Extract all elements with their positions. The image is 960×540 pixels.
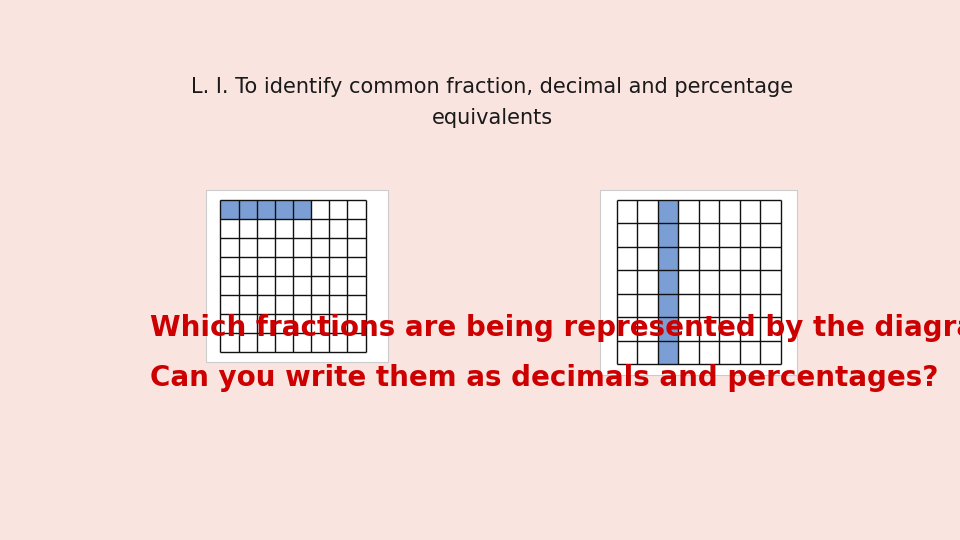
- FancyBboxPatch shape: [205, 190, 388, 362]
- Bar: [658, 200, 679, 224]
- Bar: [256, 200, 275, 219]
- Bar: [275, 200, 293, 219]
- Text: equivalents: equivalents: [431, 109, 553, 129]
- FancyBboxPatch shape: [600, 190, 797, 375]
- Bar: [658, 341, 679, 364]
- Bar: [658, 317, 679, 341]
- Text: L. I. To identify common fraction, decimal and percentage: L. I. To identify common fraction, decim…: [191, 77, 793, 97]
- Bar: [658, 224, 679, 247]
- Text: Which fractions are being represented by the diagrams?: Which fractions are being represented by…: [150, 314, 960, 342]
- Bar: [239, 200, 256, 219]
- Bar: [658, 247, 679, 271]
- Bar: [293, 200, 311, 219]
- Bar: [658, 294, 679, 317]
- Bar: [221, 200, 239, 219]
- Bar: [658, 271, 679, 294]
- Text: Can you write them as decimals and percentages?: Can you write them as decimals and perce…: [150, 364, 938, 392]
